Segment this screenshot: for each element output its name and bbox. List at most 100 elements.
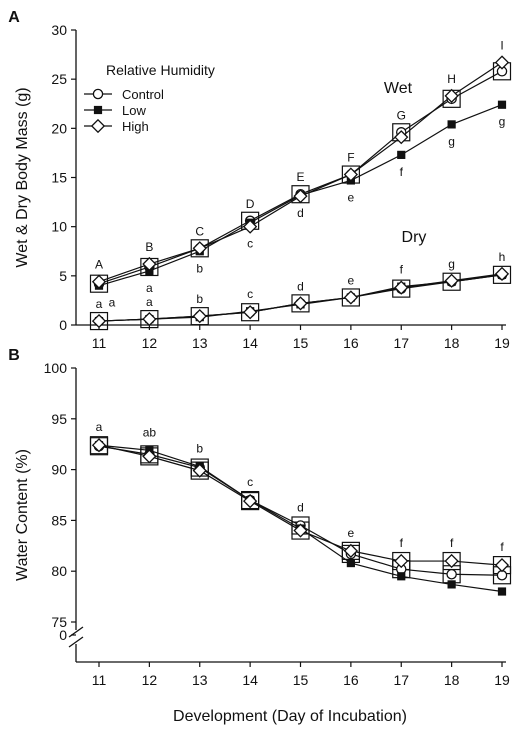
panel-a-point-frame [492,265,512,284]
panel-b-x-tick-label: 16 [343,672,359,688]
panel-a-point-wet-high [494,55,510,70]
panel-a-annotation-wet-lower: g [448,134,455,148]
panel-b-x-tick-label: 11 [92,672,107,688]
panel-b-annotation: c [247,475,253,489]
panel-b-annotation: d [297,500,304,514]
panel-a-annotation-dry: b [196,292,203,306]
panel-b-point-low [497,587,507,596]
panel-a-x-tick-label: 18 [444,335,460,351]
panel-a-annotation-wet-upper: F [347,151,354,165]
panel-a-annotation-wet-upper: H [447,72,456,86]
panel-a-point-dry-high [343,290,358,305]
panel-a-y-tick-label: 20 [51,120,67,136]
panel-a-y-tick-label: 15 [51,170,67,186]
panel-a-annotation-dry: e [348,273,355,287]
panel-b-x-tick-label: 17 [393,672,409,688]
panel-b-point-frame [241,491,260,511]
panel-a-point-wet-high [343,167,358,182]
panel-a-x-tick-label: 13 [192,335,208,351]
panel-a-point-frame [392,279,411,298]
panel-a-point-wet-high [142,256,157,272]
panel-b-point-high [192,463,207,478]
panel-b-annotation: f [400,536,404,550]
panel-b-x-tick-label: 12 [142,672,158,688]
panel-a-point-dry-high [444,273,459,288]
panel-a-point-wet-low [497,100,507,109]
panel-a-annotation-wet-upper: A [95,258,103,272]
panel-a-y-tick-label: 10 [51,219,67,235]
panel-b-annotation: ab [143,425,157,439]
panel-a-x-tick-label: 12 [142,335,158,351]
panel-a-annotation-wet-lower: e [348,190,355,204]
panel-b-x-tick-label: 14 [242,672,258,688]
panel-a-point-frame [341,288,360,307]
panel-a-y-axis-label: Wet & Dry Body Mass (g) [14,87,31,267]
panel-b-point-frame [89,436,109,455]
panel-a-annotation-wet-lower: f [400,165,404,179]
panel-a-annotation-dry: a [96,297,103,311]
panel-b-point-low [397,572,406,581]
panel-b-point-low [447,580,456,589]
panel-a-point-dry-high [394,280,409,295]
panel-b-x-tick-label: 19 [494,672,510,688]
panel-a-point-dry-high [243,305,258,320]
panel-b-annotation: e [348,526,355,540]
panel-a-x-tick-label: 11 [92,335,107,351]
panel-b-point-high [293,523,308,538]
panel-a-annotation-wet-upper: B [145,240,153,254]
panel-a-point-dry-high [142,311,157,327]
panel-a-x-tick-label: 15 [293,335,309,351]
panel-a-point-frame [442,272,461,291]
legend-entry-high: High [122,119,149,134]
panel-a-annotation-wet-lower: c [247,237,253,251]
panel-a-y-tick-label: 25 [51,71,67,87]
legend-entry-low: Low [122,103,146,118]
panel-a-point-dry-high [494,266,510,281]
panel-a-annotation-wet-upper: D [246,197,255,211]
panel-a-annotation-dry: f [400,263,404,277]
panel-a-annotation-dry: a [146,295,153,309]
panel-a-point-wet-low [397,150,406,159]
panel-b-point-high [444,553,459,569]
panel-a-y-tick-label: 0 [59,317,67,333]
panel-a-x-tick-label: 16 [343,335,359,351]
panel-a-annotation-wet-lower: g [499,115,506,129]
panel-a-y-tick-label: 5 [59,268,67,284]
panel-a-annotation-wet-upper: I [500,38,503,52]
panel-b-point-high [142,449,157,464]
panel-a-point-wet-high [394,130,409,145]
panel-a-annotation-dry: g [448,257,455,271]
panel-a-label: A [8,9,20,26]
panel-a-point-wet-high [91,274,107,289]
legend-marker-control [92,88,104,100]
panel-a-dry-label: Dry [402,229,427,246]
panel-b-label: B [8,347,20,364]
panel-a-annotation-dry: c [247,287,253,301]
panel-b-point-frame [190,461,209,480]
panel-a-x-tick-label: 14 [242,335,258,351]
panel-a-point-wet-low [447,120,456,129]
panel-a-y-tick-label: 30 [51,22,67,38]
panel-b-y-tick-label: 90 [51,462,67,478]
panel-b-series-line-low [98,444,503,593]
legend-marker-high [90,118,106,134]
panel-a-point-frame [241,303,260,322]
panel-b-annotation: f [500,540,504,554]
legend-title: Relative Humidity [106,62,215,78]
legend-marker-low [93,105,103,115]
panel-b-y-tick-label: 75 [51,614,67,630]
panel-a-annotation-wet-upper: C [195,224,204,238]
panel-a-point-dry-high [192,309,207,324]
panel-a-point-wet-high [293,189,308,204]
panel-b-x-tick-label: 18 [444,672,460,688]
panel-a-point-dry-high [293,296,308,311]
panel-b-axis-break-mark [68,636,84,648]
panel-a-point-frame [291,294,310,313]
panel-a-annotation-wet-upper: G [397,108,406,122]
panel-b-point-control [446,568,457,580]
panel-a-point-wet-high [192,241,207,256]
panel-a-point-frame [190,307,209,326]
x-axis-label: Development (Day of Incubation) [173,708,407,725]
panel-b-y-tick-label-zero: 0 [59,627,67,643]
